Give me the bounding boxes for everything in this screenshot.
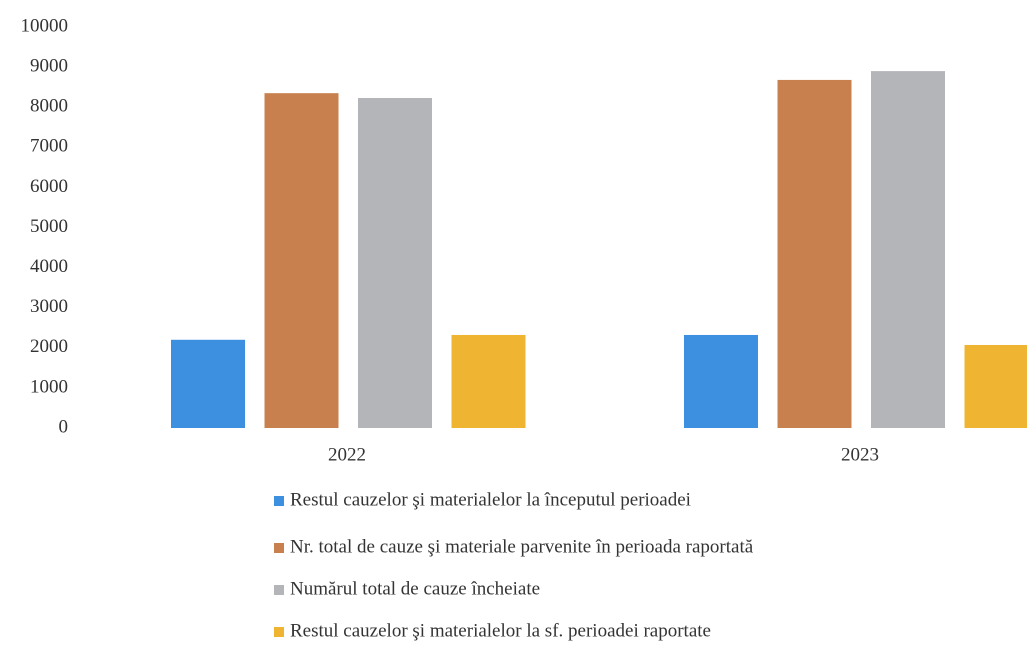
bar [264,93,339,428]
bar [964,344,1027,428]
legend-label: Restul cauzelor şi materialelor la încep… [290,489,691,510]
legend-swatch [274,627,284,637]
y-tick-label: 6000 [30,176,68,197]
legend-label: Numărul total de cauze încheiate [290,578,540,599]
x-tick-label: 2023 [841,444,879,465]
legend-swatch [274,543,284,553]
y-tick-label: 8000 [30,96,68,117]
legend-label: Restul cauzelor şi materialelor la sf. p… [290,620,711,641]
bar [684,334,758,428]
legend-swatch [274,585,284,595]
y-tick-label: 2000 [30,336,68,357]
y-tick-label: 5000 [30,216,68,237]
legend-swatch [274,496,284,506]
bar [777,79,852,428]
x-tick-label: 2022 [328,444,366,465]
y-tick-label: 7000 [30,136,68,157]
bar [451,334,526,428]
y-tick-label: 0 [59,416,69,437]
bar [358,97,432,429]
y-tick-label: 4000 [30,256,68,277]
y-tick-label: 10000 [21,15,69,36]
bar [871,71,945,429]
y-tick-label: 3000 [30,296,68,317]
y-tick-label: 1000 [30,376,68,397]
legend-label: Nr. total de cauze şi materiale parvenit… [290,536,754,557]
y-tick-label: 9000 [30,55,68,76]
bar [171,339,245,428]
